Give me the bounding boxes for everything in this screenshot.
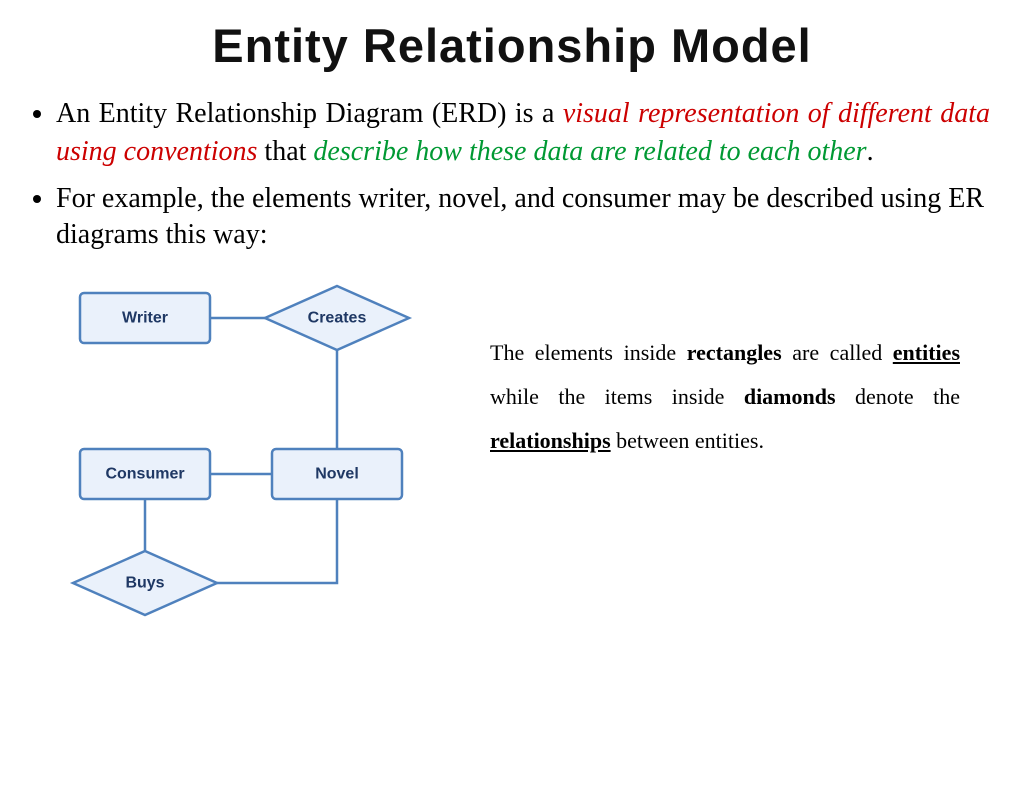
explain-t4: entities <box>893 340 960 365</box>
bullet-item-1: An Entity Relationship Diagram (ERD) is … <box>56 95 990 171</box>
er-relationship-label-creates: Creates <box>308 310 367 327</box>
b1-plain-1: An Entity Relationship Diagram (ERD) is … <box>56 98 563 129</box>
bullet-item-2: For example, the elements writer, novel,… <box>56 181 990 254</box>
b1-plain-2: that <box>257 136 313 167</box>
explain-t5: while the items inside <box>490 384 744 409</box>
er-diagram: Writer Consumer Novel Creates Buys <box>50 271 470 671</box>
b2-text: For example, the elements writer, novel,… <box>56 183 984 250</box>
explain-t9: between entities. <box>611 428 764 453</box>
explain-t6: diamonds <box>744 384 836 409</box>
explain-t1: The elements inside <box>490 340 687 365</box>
b1-plain-3: . <box>867 136 874 167</box>
er-entity-label-writer: Writer <box>122 310 168 327</box>
explain-t2: rectangles <box>687 340 782 365</box>
explain-t3: are called <box>782 340 893 365</box>
er-entity-label-novel: Novel <box>315 466 359 483</box>
er-relationship-label-buys: Buys <box>125 575 164 592</box>
er-entity-label-consumer: Consumer <box>105 466 184 483</box>
explain-text: The elements inside rectangles are calle… <box>490 331 960 463</box>
slide-title: Entity Relationship Model <box>0 18 1024 73</box>
bullet-list: An Entity Relationship Diagram (ERD) is … <box>56 95 990 253</box>
explain-t8: relationships <box>490 428 611 453</box>
explain-t7: denote the <box>836 384 960 409</box>
b1-green-italic: describe how these data are related to e… <box>313 136 866 167</box>
er-edge <box>217 499 337 583</box>
lower-region: Writer Consumer Novel Creates Buys The eleme… <box>0 271 1024 691</box>
